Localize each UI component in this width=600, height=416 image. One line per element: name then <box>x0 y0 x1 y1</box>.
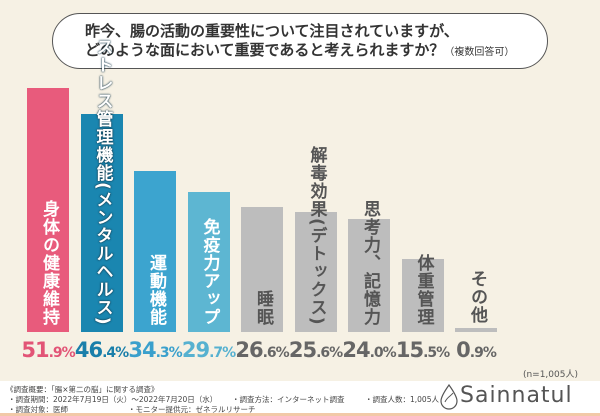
question-bubble: 昨今、腸の活動の重要性について注目されていますが、 どのような面において重要であ… <box>52 13 548 69</box>
value-dec: .6% <box>262 345 290 361</box>
bar-5 <box>294 211 337 332</box>
value-int: 34 <box>128 338 156 362</box>
value-label: 51.9% <box>18 338 78 362</box>
value-int: 25 <box>288 338 317 362</box>
survey-method: ・調査方法：インターネット調査 <box>232 395 345 404</box>
bar-4 <box>241 206 283 332</box>
value-dec: .0% <box>369 345 397 361</box>
bar-label: 体重管理 <box>413 254 434 326</box>
value-int: 24 <box>342 338 370 362</box>
value-label: 34.3% <box>125 338 185 362</box>
question-text: どのような面において重要であると考えられますか？ <box>85 41 445 59</box>
value-label: 25.6% <box>286 338 346 362</box>
value-int: 26 <box>235 338 263 362</box>
value-dec: .4% <box>102 345 129 361</box>
question-line-1: 昨今、腸の活動の重要性について注目されていますが、 <box>85 22 459 40</box>
value-dec: .9% <box>469 345 497 361</box>
bar-label: 思考力、記憶力 <box>360 200 380 326</box>
survey-summary: 《調査概要：「腸×第二の脳」に関する調査》 <box>6 385 159 394</box>
bar-8 <box>455 327 497 332</box>
value-label: 24.0% <box>339 338 399 362</box>
value-dec: .9% <box>48 345 76 361</box>
value-dec: .7% <box>209 345 236 361</box>
value-label: 0.9% <box>446 338 506 362</box>
bar-2 <box>134 170 176 332</box>
value-int: 46 <box>74 338 103 362</box>
value-int: 51 <box>21 338 49 362</box>
value-label: 29.7% <box>179 338 239 362</box>
value-dec: .6% <box>316 345 343 361</box>
value-dec: .3% <box>155 345 183 361</box>
bar-6 <box>348 219 390 332</box>
bar-3 <box>187 192 230 332</box>
value-label: 26.6% <box>232 338 292 362</box>
bar-label: その他 <box>467 270 487 324</box>
bar-label: 免疫力アップ <box>199 218 220 326</box>
bar-0 <box>27 88 69 332</box>
value-label: 15.5% <box>393 338 453 362</box>
bar-1 <box>80 113 123 332</box>
brand-logo: Sainnatul <box>460 383 573 408</box>
sample-size-note: (n=1,005人) <box>522 370 578 380</box>
bar-label: 睡眠 <box>253 290 273 326</box>
bottom-strip <box>0 413 600 416</box>
survey-period: ・調査期間：2022年7月19日（火）～2022年7月20日（水） <box>8 395 218 404</box>
bar-7 <box>401 259 444 332</box>
footer: 《調査概要：「腸×第二の脳」に関する調査》 ・調査期間：2022年7月19日（火… <box>0 381 600 416</box>
bar-label: 解毒効果(デトックス) <box>306 146 327 326</box>
question-line-2: どのような面において重要であると考えられますか？（複数回答可） <box>85 41 547 62</box>
value-int: 0 <box>456 338 471 362</box>
survey-provider: ・モニター提供元：ゼネラルリサーチ <box>128 405 256 414</box>
bar-label: 運動機能 <box>146 254 166 326</box>
drop-logo-icon <box>440 384 458 410</box>
value-label: 46.4% <box>72 338 132 362</box>
question-note: （複数回答可） <box>444 47 515 58</box>
bar-label: ストレス管理機能(メンタルヘルス) <box>92 38 113 326</box>
survey-count: ・調査人数：1,005人 <box>365 395 439 404</box>
bar-label: 身体の健康維持 <box>39 200 59 326</box>
value-int: 15 <box>395 338 424 362</box>
survey-target: ・調査対象：医師 <box>8 405 68 414</box>
value-dec: .5% <box>423 345 450 361</box>
value-int: 29 <box>181 338 210 362</box>
